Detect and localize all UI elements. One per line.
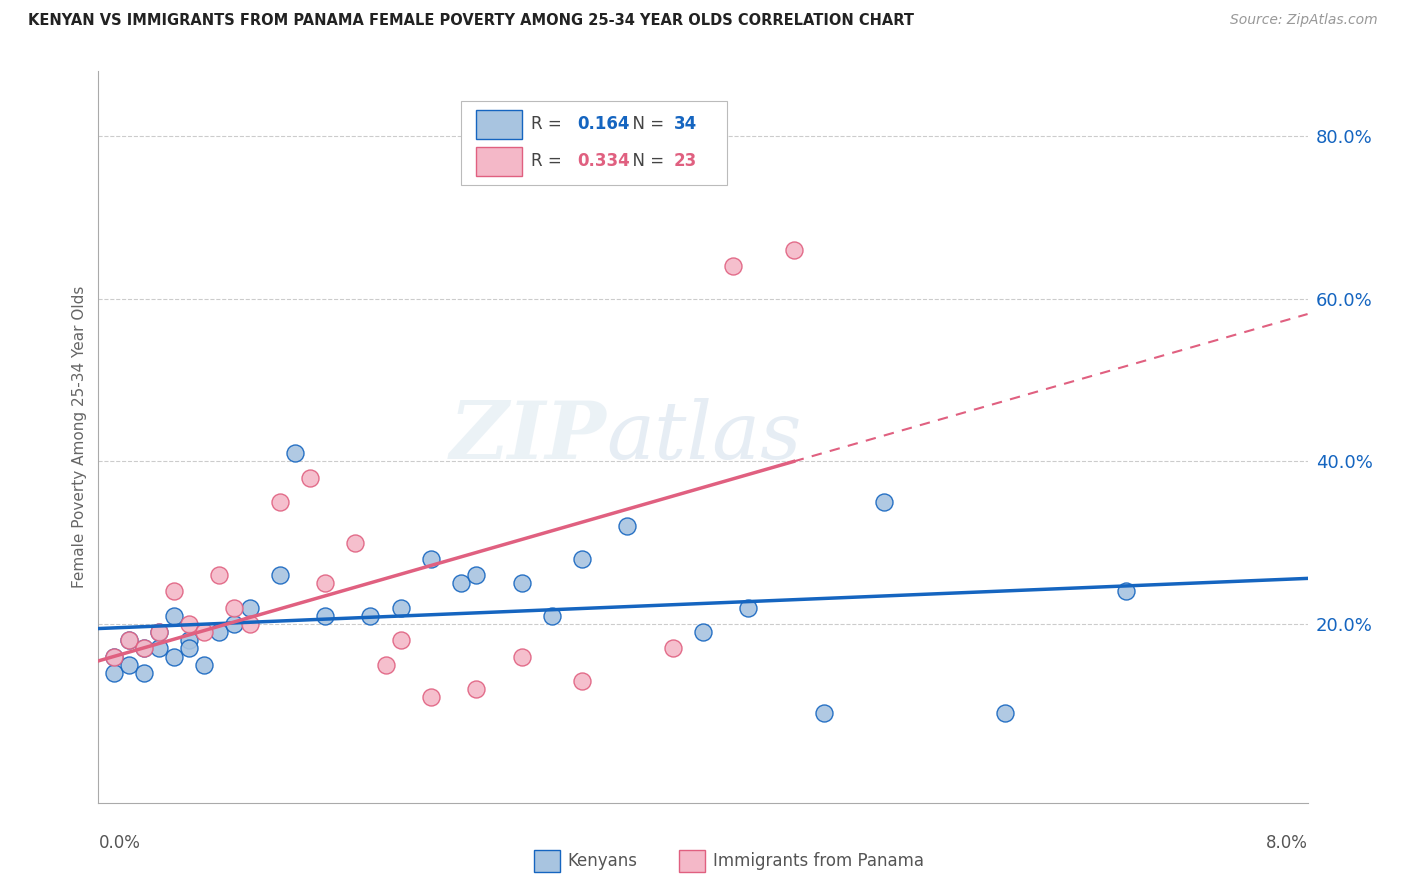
Point [360, 608, 382, 623]
Point [465, 681, 488, 696]
Bar [475, 110, 522, 139]
Point [103, 649, 125, 664]
Point [616, 519, 638, 533]
Point [224, 617, 246, 632]
Text: N =: N = [621, 115, 669, 133]
Point [208, 568, 231, 582]
Text: Immigrants from Panama: Immigrants from Panama [713, 853, 924, 871]
Text: KENYAN VS IMMIGRANTS FROM PANAMA FEMALE POVERTY AMONG 25-34 YEAR OLDS CORRELATIO: KENYAN VS IMMIGRANTS FROM PANAMA FEMALE … [28, 13, 914, 29]
Y-axis label: Female Poverty Among 25-34 Year Olds: Female Poverty Among 25-34 Year Olds [72, 286, 87, 588]
Point [389, 600, 412, 615]
Point [132, 641, 155, 656]
Point [571, 552, 593, 566]
Point [269, 495, 291, 509]
Point [783, 243, 806, 257]
Point [103, 649, 125, 664]
Point [723, 260, 745, 274]
Point [465, 568, 488, 582]
Point [269, 568, 291, 582]
Point [148, 625, 170, 640]
Point [208, 625, 231, 640]
Point [344, 535, 367, 549]
Point [148, 625, 170, 640]
Point [179, 617, 201, 632]
Point [284, 446, 307, 460]
Text: 0.164: 0.164 [578, 115, 630, 133]
Point [737, 600, 759, 615]
Point [103, 665, 125, 680]
Point [1115, 584, 1137, 599]
Point [224, 600, 246, 615]
Text: N =: N = [621, 153, 669, 170]
Point [132, 641, 155, 656]
Point [118, 657, 141, 672]
Text: atlas: atlas [606, 399, 801, 475]
Point [510, 649, 533, 664]
Point [239, 617, 262, 632]
Point [163, 649, 186, 664]
Point [132, 665, 155, 680]
Point [193, 657, 215, 672]
Text: Source: ZipAtlas.com: Source: ZipAtlas.com [1230, 13, 1378, 28]
Text: 0.334: 0.334 [578, 153, 630, 170]
Text: 23: 23 [673, 153, 697, 170]
Point [510, 576, 533, 591]
Point [450, 576, 472, 591]
Point [420, 690, 443, 705]
Text: R =: R = [531, 153, 567, 170]
Text: 34: 34 [673, 115, 697, 133]
Point [299, 471, 322, 485]
Point [541, 608, 564, 623]
Text: ZIP: ZIP [450, 399, 606, 475]
Text: R =: R = [531, 115, 567, 133]
Point [873, 495, 896, 509]
Point [193, 625, 215, 640]
Bar [679, 850, 706, 872]
Point [148, 641, 170, 656]
Point [374, 657, 396, 672]
Point [163, 608, 186, 623]
Text: 0.0%: 0.0% [98, 834, 141, 852]
Text: Kenyans: Kenyans [568, 853, 637, 871]
Point [662, 641, 685, 656]
Point [179, 633, 201, 648]
Point [571, 673, 593, 688]
Point [994, 706, 1017, 721]
Point [420, 552, 443, 566]
FancyBboxPatch shape [461, 101, 727, 185]
Point [163, 584, 186, 599]
Point [389, 633, 412, 648]
Point [314, 608, 336, 623]
Point [692, 625, 714, 640]
Point [118, 633, 141, 648]
Bar [475, 146, 522, 176]
Bar [534, 850, 561, 872]
Point [239, 600, 262, 615]
Point [314, 576, 336, 591]
Point [813, 706, 835, 721]
Point [118, 633, 141, 648]
Text: 8.0%: 8.0% [1265, 834, 1308, 852]
Point [179, 641, 201, 656]
